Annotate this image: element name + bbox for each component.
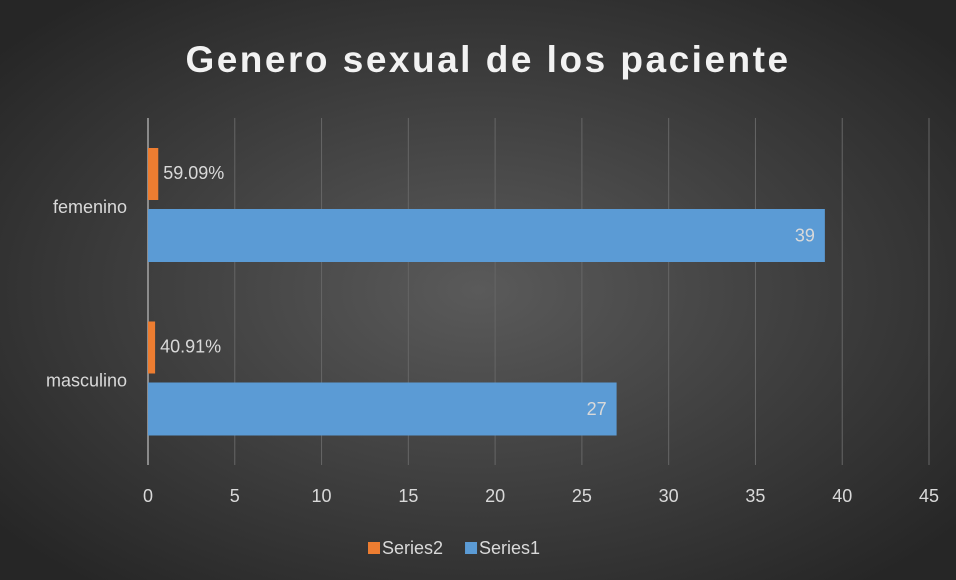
- x-tick-label: 25: [572, 486, 592, 506]
- bar: [148, 382, 617, 436]
- data-label: 40.91%: [160, 336, 221, 356]
- x-tick-label: 20: [485, 486, 505, 506]
- x-tick-label: 40: [832, 486, 852, 506]
- data-label: 39: [795, 225, 815, 245]
- legend-label: Series1: [479, 538, 540, 558]
- x-tick-label: 5: [230, 486, 240, 506]
- legend-label: Series2: [382, 538, 443, 558]
- bar: [148, 148, 159, 200]
- x-tick-label: 10: [312, 486, 332, 506]
- x-tick-label: 0: [143, 486, 153, 506]
- y-tick-label: femenino: [53, 197, 127, 217]
- bar: [148, 209, 825, 262]
- data-label: 59.09%: [163, 163, 224, 183]
- legend-swatch: [368, 542, 380, 554]
- x-tick-label: 15: [398, 486, 418, 506]
- data-label: 27: [587, 399, 607, 419]
- legend-swatch: [465, 542, 478, 554]
- x-tick-label: 35: [745, 486, 765, 506]
- bar: [148, 321, 156, 374]
- y-tick-label: masculino: [46, 370, 127, 390]
- chart-title: Genero sexual de los paciente: [185, 39, 790, 80]
- x-tick-label: 30: [659, 486, 679, 506]
- x-tick-label: 45: [919, 486, 939, 506]
